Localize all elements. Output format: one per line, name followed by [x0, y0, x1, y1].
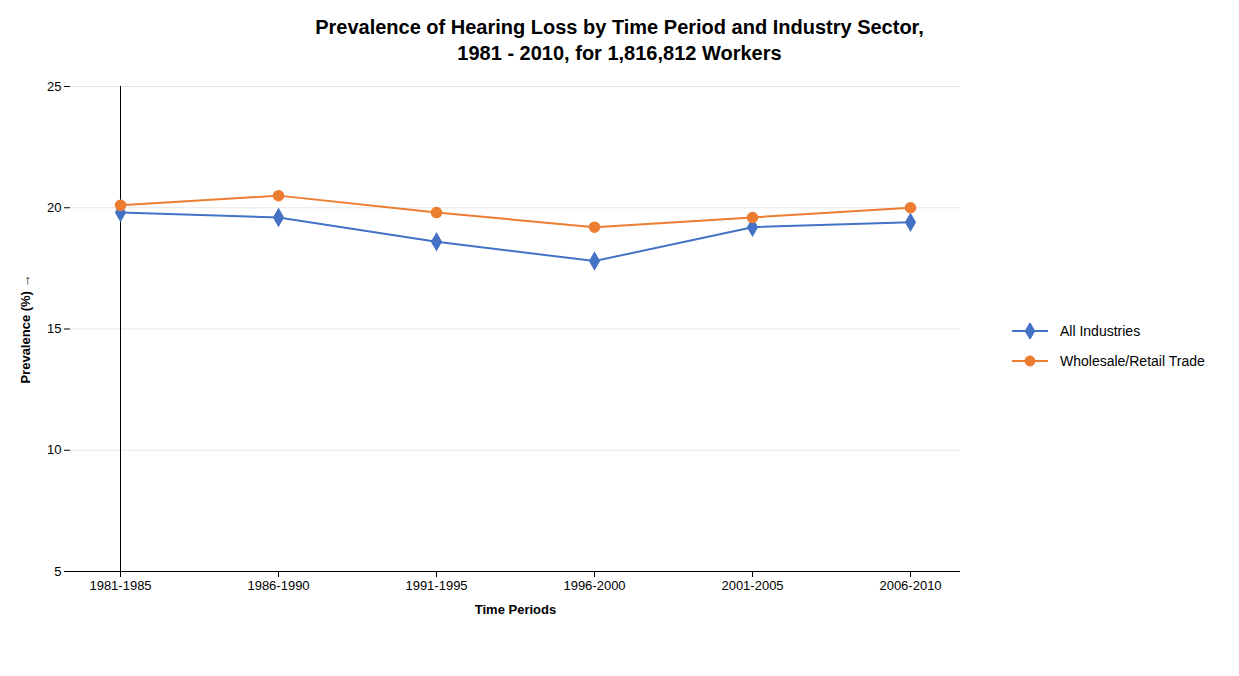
html-text:All Industries: All Industries — [1060, 323, 1141, 339]
svg-text:1986-1990: 1986-1990 — [247, 578, 309, 593]
svg-text:Time Periods: Time Periods — [475, 602, 556, 617]
svg-text:5: 5 — [54, 564, 61, 579]
svg-text:2001-2005: 2001-2005 — [721, 578, 783, 593]
html-text:1981 - 2010, for 1,816,812 Wor: 1981 - 2010, for 1,816,812 Workers — [457, 42, 782, 64]
svg-text:15: 15 — [47, 321, 61, 336]
svg-text:1996-2000: 1996-2000 — [563, 578, 625, 593]
html-text:Prevalence of Hearing Loss by: Prevalence of Hearing Loss by Time Perio… — [315, 16, 924, 38]
svg-text:2006-2010: 2006-2010 — [879, 578, 941, 593]
svg-text:25: 25 — [47, 79, 61, 94]
svg-text:10: 10 — [47, 442, 61, 457]
svg-text:1981-1985: 1981-1985 — [89, 578, 151, 593]
svg-text:1991-1995: 1991-1995 — [405, 578, 467, 593]
svg-text:Prevalence (%) →: Prevalence (%) → — [18, 274, 33, 383]
svg-text:20: 20 — [47, 200, 61, 215]
html-text:Wholesale/Retail Trade: Wholesale/Retail Trade — [1060, 353, 1205, 369]
